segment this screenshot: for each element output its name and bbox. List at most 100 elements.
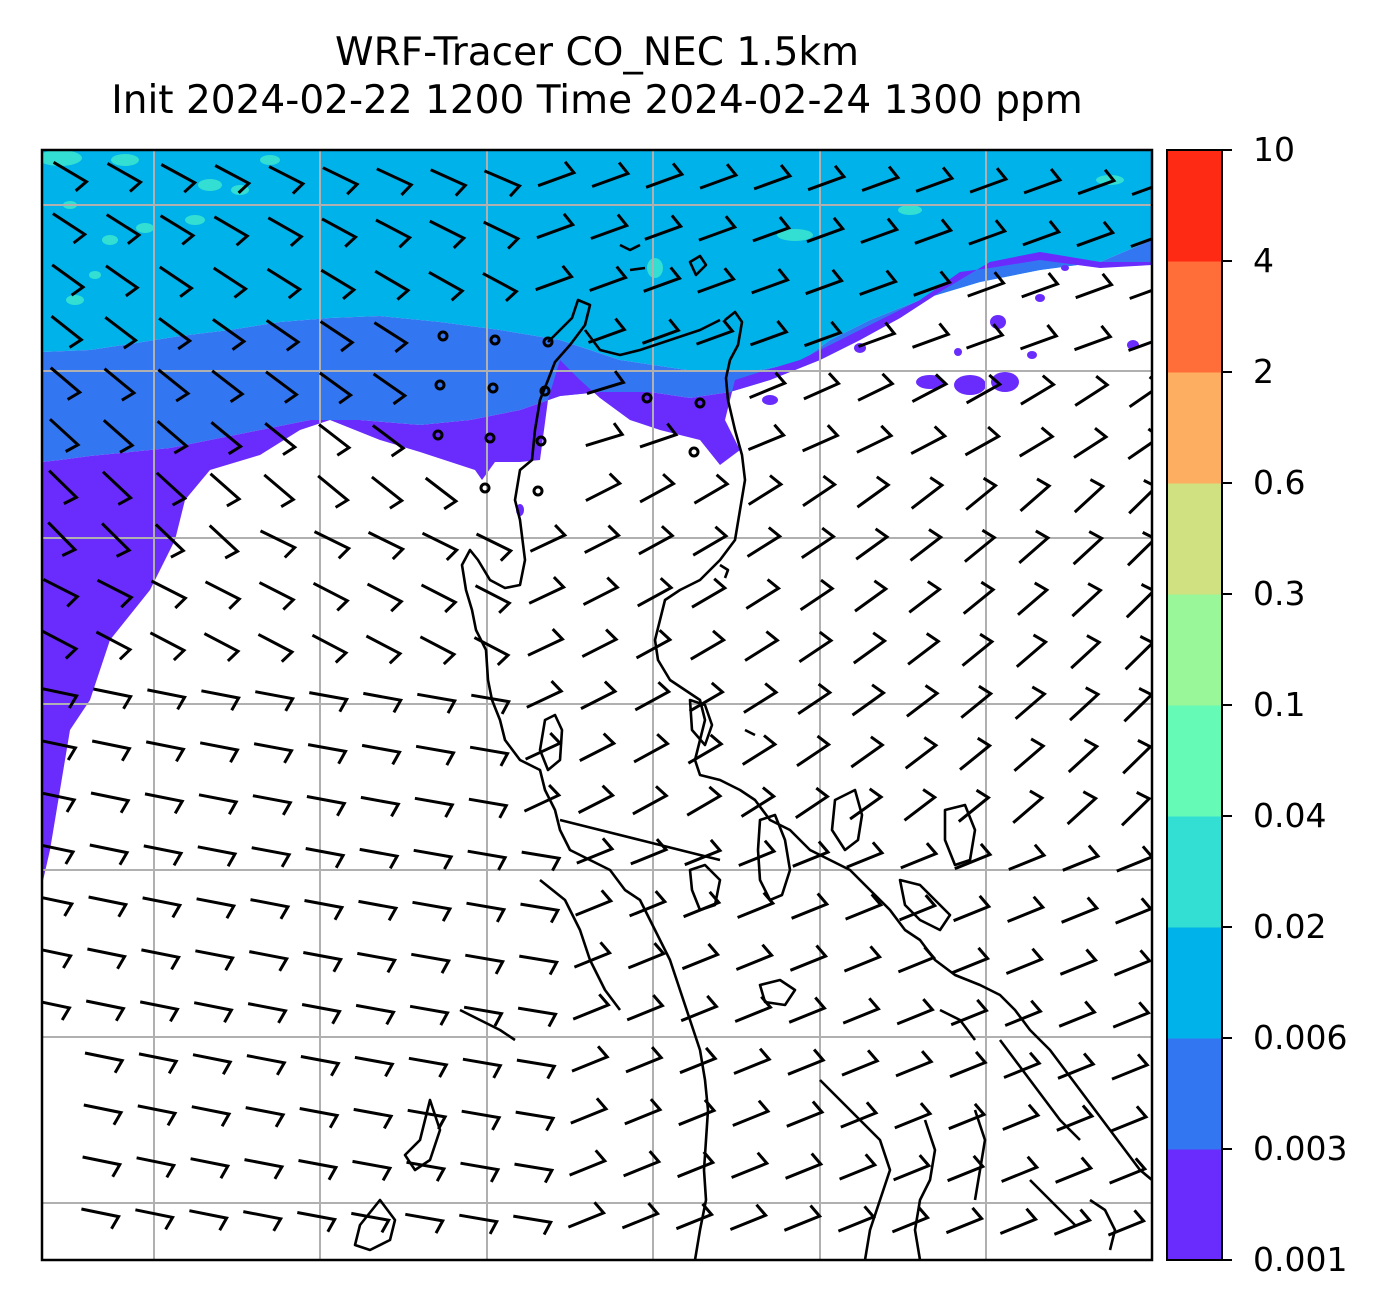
colorbar-tick-label: 4 xyxy=(1253,241,1274,280)
wind-barb xyxy=(807,164,847,192)
wind-barb xyxy=(1053,1208,1093,1236)
wind-barb xyxy=(1129,288,1152,300)
wind-barb xyxy=(633,733,671,764)
wind-barb xyxy=(318,423,352,457)
wind-barb xyxy=(1020,374,1057,406)
colorbar-ticks xyxy=(1222,149,1232,1261)
wind-barb xyxy=(246,1054,287,1076)
wind-barb xyxy=(519,954,560,976)
wind-barb xyxy=(749,320,789,347)
wind-barb xyxy=(965,373,1003,405)
wind-barb xyxy=(255,690,296,712)
map-title: WRF-Tracer CO_NEC 1.5km xyxy=(335,30,859,75)
wind-barb xyxy=(405,1212,446,1234)
colorbar-segment xyxy=(1167,261,1222,373)
wind-barb xyxy=(88,895,129,918)
wind-barb xyxy=(1128,479,1152,515)
wind-barb xyxy=(150,579,188,610)
wind-barb xyxy=(643,266,682,293)
wind-barb xyxy=(1127,427,1152,461)
wind-barb xyxy=(199,741,240,763)
wind-barb xyxy=(802,474,838,508)
wind-barb xyxy=(429,219,467,249)
wind-barb xyxy=(468,797,509,819)
wind-barb xyxy=(189,1209,229,1231)
wind-barb xyxy=(268,165,306,195)
wind-barb xyxy=(910,425,948,455)
wind-barb xyxy=(1070,634,1102,670)
wind-barb xyxy=(577,784,616,814)
wind-barb xyxy=(861,165,901,192)
wind-barb xyxy=(301,1003,342,1025)
wind-barb xyxy=(466,901,507,923)
wind-barb xyxy=(1116,845,1152,873)
wind-barb xyxy=(144,792,185,815)
wind-barb xyxy=(365,634,403,665)
wind-barb xyxy=(1076,220,1116,248)
wind-barb xyxy=(897,946,937,974)
wind-barb xyxy=(267,216,304,248)
wind-barb xyxy=(208,524,241,560)
wind-barb xyxy=(896,998,935,1026)
wind-barb xyxy=(250,898,291,920)
wind-barb xyxy=(104,316,139,350)
wind-barb xyxy=(48,418,81,453)
wind-barb xyxy=(204,580,242,610)
wind-barb xyxy=(101,470,134,506)
wind-barb xyxy=(1056,1104,1095,1132)
wind-barb xyxy=(579,732,617,762)
wind-barb xyxy=(201,689,241,711)
colorbar-segment xyxy=(1167,927,1222,1039)
wind-barb xyxy=(297,1211,338,1233)
wind-barb xyxy=(951,946,991,975)
wind-barb xyxy=(630,838,669,866)
wind-barb xyxy=(51,263,86,297)
wind-barb xyxy=(798,630,834,664)
wind-barb xyxy=(680,994,719,1023)
wind-barb xyxy=(743,682,779,714)
wind-barb xyxy=(49,366,83,401)
colorbar-tick-label: 0.04 xyxy=(1253,796,1327,835)
wind-barb xyxy=(947,1154,986,1183)
wind-barb xyxy=(1015,633,1049,668)
wind-barb xyxy=(1073,427,1109,459)
colorbar-tick-label: 2 xyxy=(1253,352,1274,391)
wind-barb xyxy=(591,161,631,188)
wind-barb xyxy=(42,739,78,761)
wind-barb xyxy=(249,950,290,972)
wind-barb xyxy=(1131,185,1152,196)
wind-barb xyxy=(1110,1105,1149,1133)
wind-barb xyxy=(693,473,730,505)
wind-barb xyxy=(142,896,183,919)
wind-barb xyxy=(907,632,941,666)
wind-barb xyxy=(428,270,465,302)
wind-barb xyxy=(905,684,940,718)
wind-barb xyxy=(1111,1053,1150,1081)
wind-barb xyxy=(843,945,883,973)
wind-barb xyxy=(903,788,938,822)
wind-barb xyxy=(372,372,408,406)
wind-barb xyxy=(791,892,830,920)
wind-barb xyxy=(102,419,135,454)
wind-barb xyxy=(353,1107,394,1130)
wind-barb xyxy=(797,682,833,716)
wind-barb xyxy=(309,691,350,713)
wind-barb xyxy=(1005,947,1045,975)
wind-barb xyxy=(999,1207,1039,1235)
colorbar-segment xyxy=(1167,483,1222,595)
wind-barb xyxy=(526,680,564,709)
wind-barb xyxy=(1013,737,1046,772)
wind-barb xyxy=(913,270,952,297)
wind-barb xyxy=(1077,168,1117,196)
wind-barb xyxy=(83,1103,124,1126)
wind-barb xyxy=(567,1201,607,1229)
wind-barb xyxy=(699,163,739,190)
wind-barb xyxy=(106,162,144,193)
wind-barb xyxy=(411,952,452,974)
wind-barb xyxy=(806,216,846,244)
wind-barb xyxy=(963,528,997,563)
wind-barb xyxy=(904,736,939,770)
wind-barb xyxy=(1073,324,1113,352)
wind-barb xyxy=(1001,1155,1040,1183)
wind-barb xyxy=(965,476,999,511)
